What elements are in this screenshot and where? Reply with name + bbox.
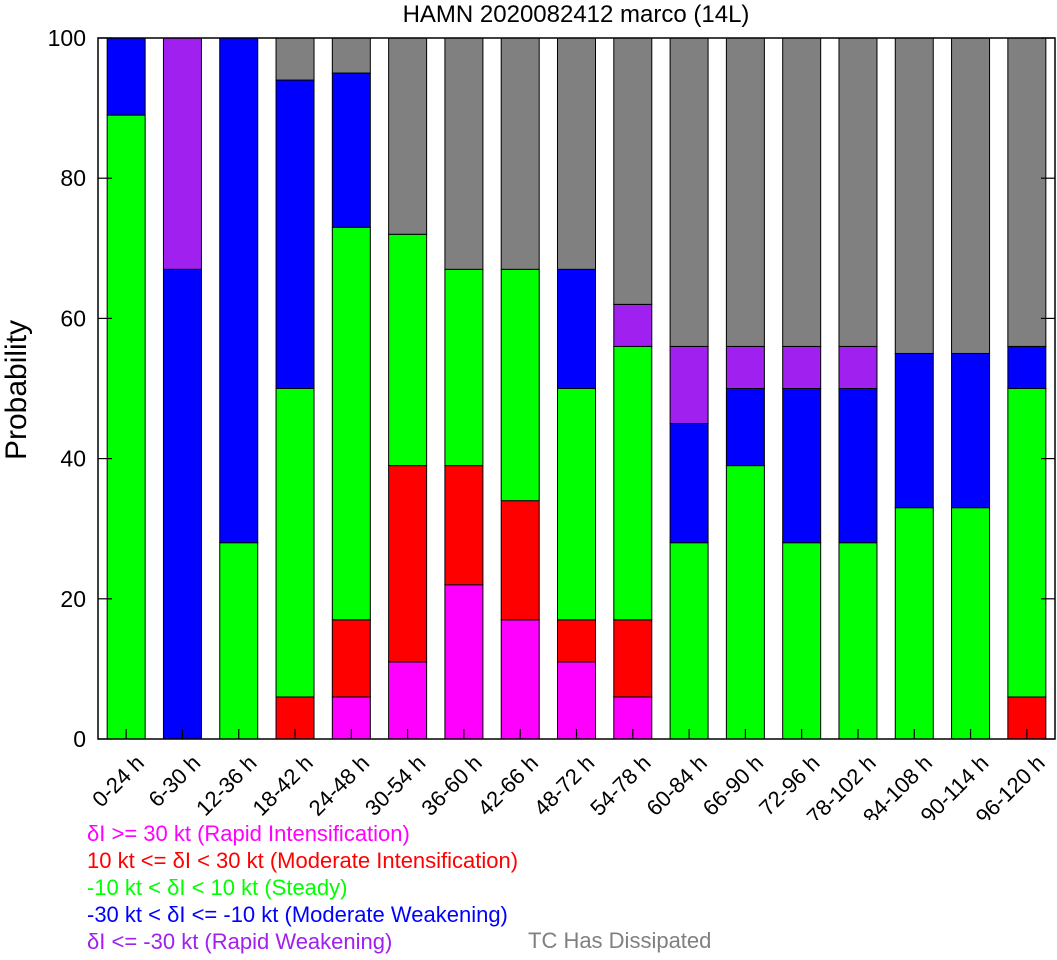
bar-steady-6 [444, 268, 484, 467]
x-tick-label-11: 66-90 h [698, 750, 768, 820]
bar-rw-9 [613, 303, 653, 347]
bar-mi-7 [500, 500, 540, 621]
bar-steady-5 [388, 233, 428, 467]
bar-rw-13 [838, 345, 878, 390]
y-tick-label-1: 20 [60, 586, 86, 612]
y-tick-label-4: 80 [60, 165, 86, 191]
bar-mw-2 [219, 37, 259, 544]
y-axis-label: Probability [0, 320, 33, 460]
x-tick-label-4: 24-48 h [304, 750, 374, 820]
bar-dissipated-13 [838, 37, 878, 347]
x-tick-label-9: 54-78 h [585, 750, 655, 820]
y-tick-label-3: 60 [60, 305, 86, 331]
bar-steady-11 [725, 465, 765, 740]
bar-steady-14 [894, 507, 934, 740]
legend-moderate-intensification: 10 kt <= δI < 30 kt (Moderate Intensific… [87, 848, 519, 873]
bar-steady-8 [557, 388, 596, 621]
bar-mw-4 [331, 72, 371, 228]
bar-ri-5 [388, 661, 428, 740]
bar-ri-7 [500, 619, 540, 740]
legend-moderate-weakening: -30 kt < δI <= -10 kt (Moderate Weakenin… [87, 902, 508, 927]
bar-mw-0 [106, 37, 146, 116]
bar-mi-5 [388, 465, 428, 663]
bar-mi-8 [557, 619, 596, 663]
bar-rw-1 [162, 37, 202, 270]
bar-mi-4 [331, 619, 371, 698]
bar-dissipated-12 [782, 37, 822, 347]
bar-mw-11 [725, 388, 765, 467]
bar-steady-0 [106, 114, 146, 740]
bar-dissipated-6 [444, 37, 484, 270]
bar-mw-10 [669, 423, 709, 544]
x-tick-label-2: 12-36 h [191, 750, 261, 820]
bar-dissipated-10 [669, 37, 709, 347]
legend-dissipated: TC Has Dissipated [528, 928, 712, 953]
legend-steady: -10 kt < δI < 10 kt (Steady) [87, 875, 348, 900]
bar-rw-10 [669, 345, 709, 425]
x-tick-label-0: 0-24 h [87, 750, 149, 812]
bar-mw-16 [1007, 345, 1047, 390]
bar-mw-13 [838, 388, 878, 544]
bar-mw-8 [557, 268, 596, 389]
bar-ri-6 [444, 584, 484, 740]
bar-mw-14 [894, 352, 934, 509]
bar-dissipated-11 [725, 37, 765, 347]
x-tick-label-5: 30-54 h [360, 750, 430, 820]
y-tick-label-5: 100 [48, 25, 86, 51]
chart-plot: HAMN 2020082412 marco (14L) Probability … [0, 1, 1056, 820]
y-tick-label-0: 0 [73, 726, 86, 752]
bar-mw-12 [782, 388, 822, 544]
bar-steady-3 [275, 388, 315, 698]
bar-steady-7 [500, 268, 540, 502]
bar-steady-13 [838, 542, 878, 740]
bar-steady-10 [669, 542, 709, 740]
legend-rapid-weakening: δI <= -30 kt (Rapid Weakening) [87, 929, 393, 954]
bar-mw-3 [275, 79, 315, 389]
bar-dissipated-8 [557, 37, 596, 270]
bar-steady-9 [613, 345, 653, 621]
bar-dissipated-3 [275, 37, 315, 81]
legend-rapid-intensification: δI >= 30 kt (Rapid Intensification) [87, 821, 410, 846]
bar-mw-1 [162, 268, 202, 740]
x-tick-label-6: 36-60 h [416, 750, 486, 820]
bar-dissipated-16 [1007, 37, 1047, 347]
bar-rw-12 [782, 345, 822, 390]
bar-mw-15 [951, 352, 991, 509]
bar-dissipated-5 [388, 37, 428, 235]
x-tick-label-10: 60-84 h [641, 750, 711, 820]
bar-mi-9 [613, 619, 653, 698]
bar-ri-8 [557, 661, 596, 740]
bar-steady-16 [1007, 388, 1047, 698]
bar-rw-11 [725, 345, 765, 390]
bar-dissipated-14 [894, 37, 934, 354]
x-tick-label-8: 48-72 h [529, 750, 599, 820]
bar-steady-15 [951, 507, 991, 740]
chart-title: HAMN 2020082412 marco (14L) [403, 1, 750, 28]
legend: δI >= 30 kt (Rapid Intensification) 10 k… [87, 820, 518, 955]
x-tick-label-7: 42-66 h [473, 750, 543, 820]
bar-steady-4 [331, 226, 371, 621]
x-tick-label-3: 18-42 h [247, 750, 317, 820]
bar-dissipated-7 [500, 37, 540, 270]
bar-mi-6 [444, 465, 484, 586]
bar-dissipated-9 [613, 37, 653, 305]
bar-steady-2 [219, 542, 259, 740]
bar-dissipated-4 [331, 37, 371, 74]
y-tick-label-2: 40 [60, 446, 86, 472]
bar-steady-12 [782, 542, 822, 740]
bar-dissipated-15 [951, 37, 991, 354]
